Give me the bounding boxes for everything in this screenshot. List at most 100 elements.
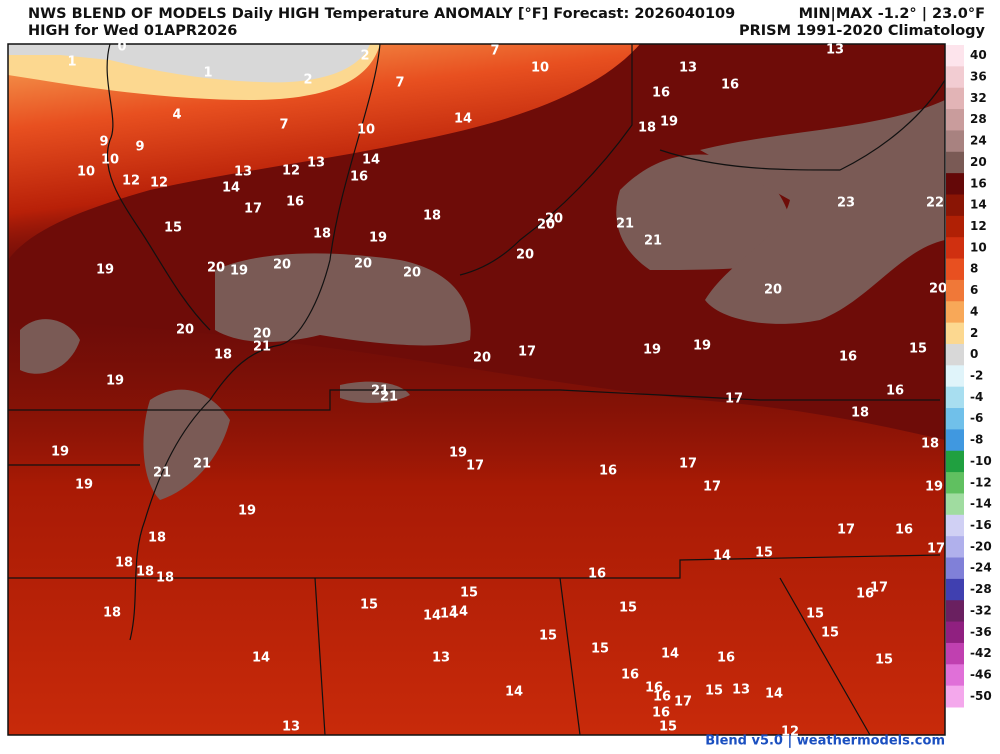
map-frame — [7, 43, 946, 736]
map-label: 21 — [153, 466, 171, 481]
colorbar-swatch — [946, 109, 964, 131]
colorbar-label: -20 — [970, 539, 992, 553]
minmax: MIN|MAX -1.2° | 23.0°F — [799, 6, 985, 22]
colorbar-swatch — [946, 151, 964, 174]
colorbar-swatch — [946, 45, 964, 67]
colorbar-swatch — [946, 215, 964, 238]
map-label: 17 — [927, 542, 945, 557]
colorbar-label: -50 — [970, 689, 992, 703]
colorbar-label: 10 — [970, 240, 987, 254]
colorbar-swatch — [946, 600, 964, 623]
colorbar-label: 16 — [970, 176, 987, 190]
map-label: 18 — [423, 209, 441, 224]
map-label: 10 — [531, 61, 549, 76]
colorbar-label: -10 — [970, 454, 992, 468]
colorbar-swatch — [946, 429, 964, 452]
map-label: 20 — [516, 248, 534, 263]
colorbar-swatch — [946, 194, 964, 217]
map-label: 13 — [732, 683, 750, 698]
colorbar-swatch — [946, 343, 964, 366]
map-label: 10 — [77, 165, 95, 180]
map-label: 21 — [644, 234, 662, 249]
colorbar-swatch — [946, 450, 964, 473]
map-label: 12 — [150, 176, 168, 191]
map-label: 15 — [659, 720, 677, 735]
map-label: 13 — [234, 165, 252, 180]
colorbar-label: 0 — [970, 347, 978, 361]
map-label: 14 — [450, 605, 468, 620]
map-label: 14 — [661, 647, 679, 662]
map-label: 18 — [214, 348, 232, 363]
colorbar-swatch — [946, 322, 964, 345]
map-label: 16 — [856, 587, 874, 602]
colorbar-swatch — [946, 87, 964, 110]
colorbar-swatch — [946, 664, 964, 687]
map-label: 12 — [122, 174, 140, 189]
map-label: 16 — [886, 384, 904, 399]
map — [7, 43, 946, 736]
colorbar-swatch — [946, 365, 964, 388]
brown-patches — [20, 100, 945, 500]
map-label: 15 — [705, 684, 723, 699]
map-label: 15 — [875, 653, 893, 668]
colorbar-swatch — [946, 386, 964, 409]
colorbar-label: 32 — [970, 91, 987, 105]
colorbar-label: -2 — [970, 369, 983, 383]
map-label: 23 — [837, 196, 855, 211]
colorbar-label: 6 — [970, 283, 978, 297]
map-label: 16 — [588, 567, 606, 582]
map-label: 19 — [693, 339, 711, 354]
map-label: 22 — [926, 196, 944, 211]
colorbar-swatch — [946, 578, 964, 601]
map-label: 17 — [679, 457, 697, 472]
map-label: 16 — [652, 706, 670, 721]
title: NWS BLEND OF MODELS Daily HIGH Temperatu… — [28, 6, 735, 22]
map-label: 13 — [307, 156, 325, 171]
map-label: 14 — [765, 687, 783, 702]
colorbar-swatch — [946, 237, 964, 260]
colorbar-swatch — [946, 130, 964, 153]
state-borders — [8, 43, 946, 736]
map-label: 1 — [67, 55, 76, 70]
colorbar-swatch — [946, 685, 964, 708]
map-label: 19 — [369, 231, 387, 246]
map-label: 19 — [449, 446, 467, 461]
map-label: 4 — [172, 108, 181, 123]
map-label: 14 — [713, 549, 731, 564]
colorbar-swatch — [946, 557, 964, 580]
colorbar-label: -28 — [970, 582, 992, 596]
map-label: 16 — [653, 690, 671, 705]
map-label: 15 — [755, 546, 773, 561]
map-label: 17 — [518, 345, 536, 360]
map-label: 18 — [103, 606, 121, 621]
map-label: 19 — [925, 480, 943, 495]
map-label: 20 — [354, 257, 372, 272]
colorbar-label: 28 — [970, 112, 987, 126]
map-label: 7 — [490, 44, 499, 59]
map-label: 14 — [222, 181, 240, 196]
south-gradient — [8, 320, 945, 735]
map-label: 21 — [380, 390, 398, 405]
colorbar-label: -12 — [970, 475, 992, 489]
map-label: 16 — [721, 78, 739, 93]
map-label: 16 — [599, 464, 617, 479]
map-label: 20 — [403, 266, 421, 281]
map-label: 13 — [826, 43, 844, 58]
colorbar-swatch — [946, 642, 964, 665]
map-label: 19 — [238, 504, 256, 519]
map-label: 15 — [909, 342, 927, 357]
colorbar-swatch — [946, 279, 964, 302]
map-label: 14 — [440, 607, 458, 622]
colorbar-label: -24 — [970, 561, 992, 575]
map-label: 0 — [117, 40, 126, 55]
climatology: PRISM 1991-2020 Climatology — [739, 23, 986, 39]
gray-band — [8, 44, 370, 83]
map-label: 20 — [473, 351, 491, 366]
map-label: 18 — [313, 227, 331, 242]
colorbar-label: 4 — [970, 304, 978, 318]
map-label: 20 — [929, 282, 947, 297]
map-label: 16 — [350, 170, 368, 185]
map-label: 18 — [638, 121, 656, 136]
colorbar-swatch — [946, 258, 964, 281]
colorbar-label: -32 — [970, 603, 992, 617]
